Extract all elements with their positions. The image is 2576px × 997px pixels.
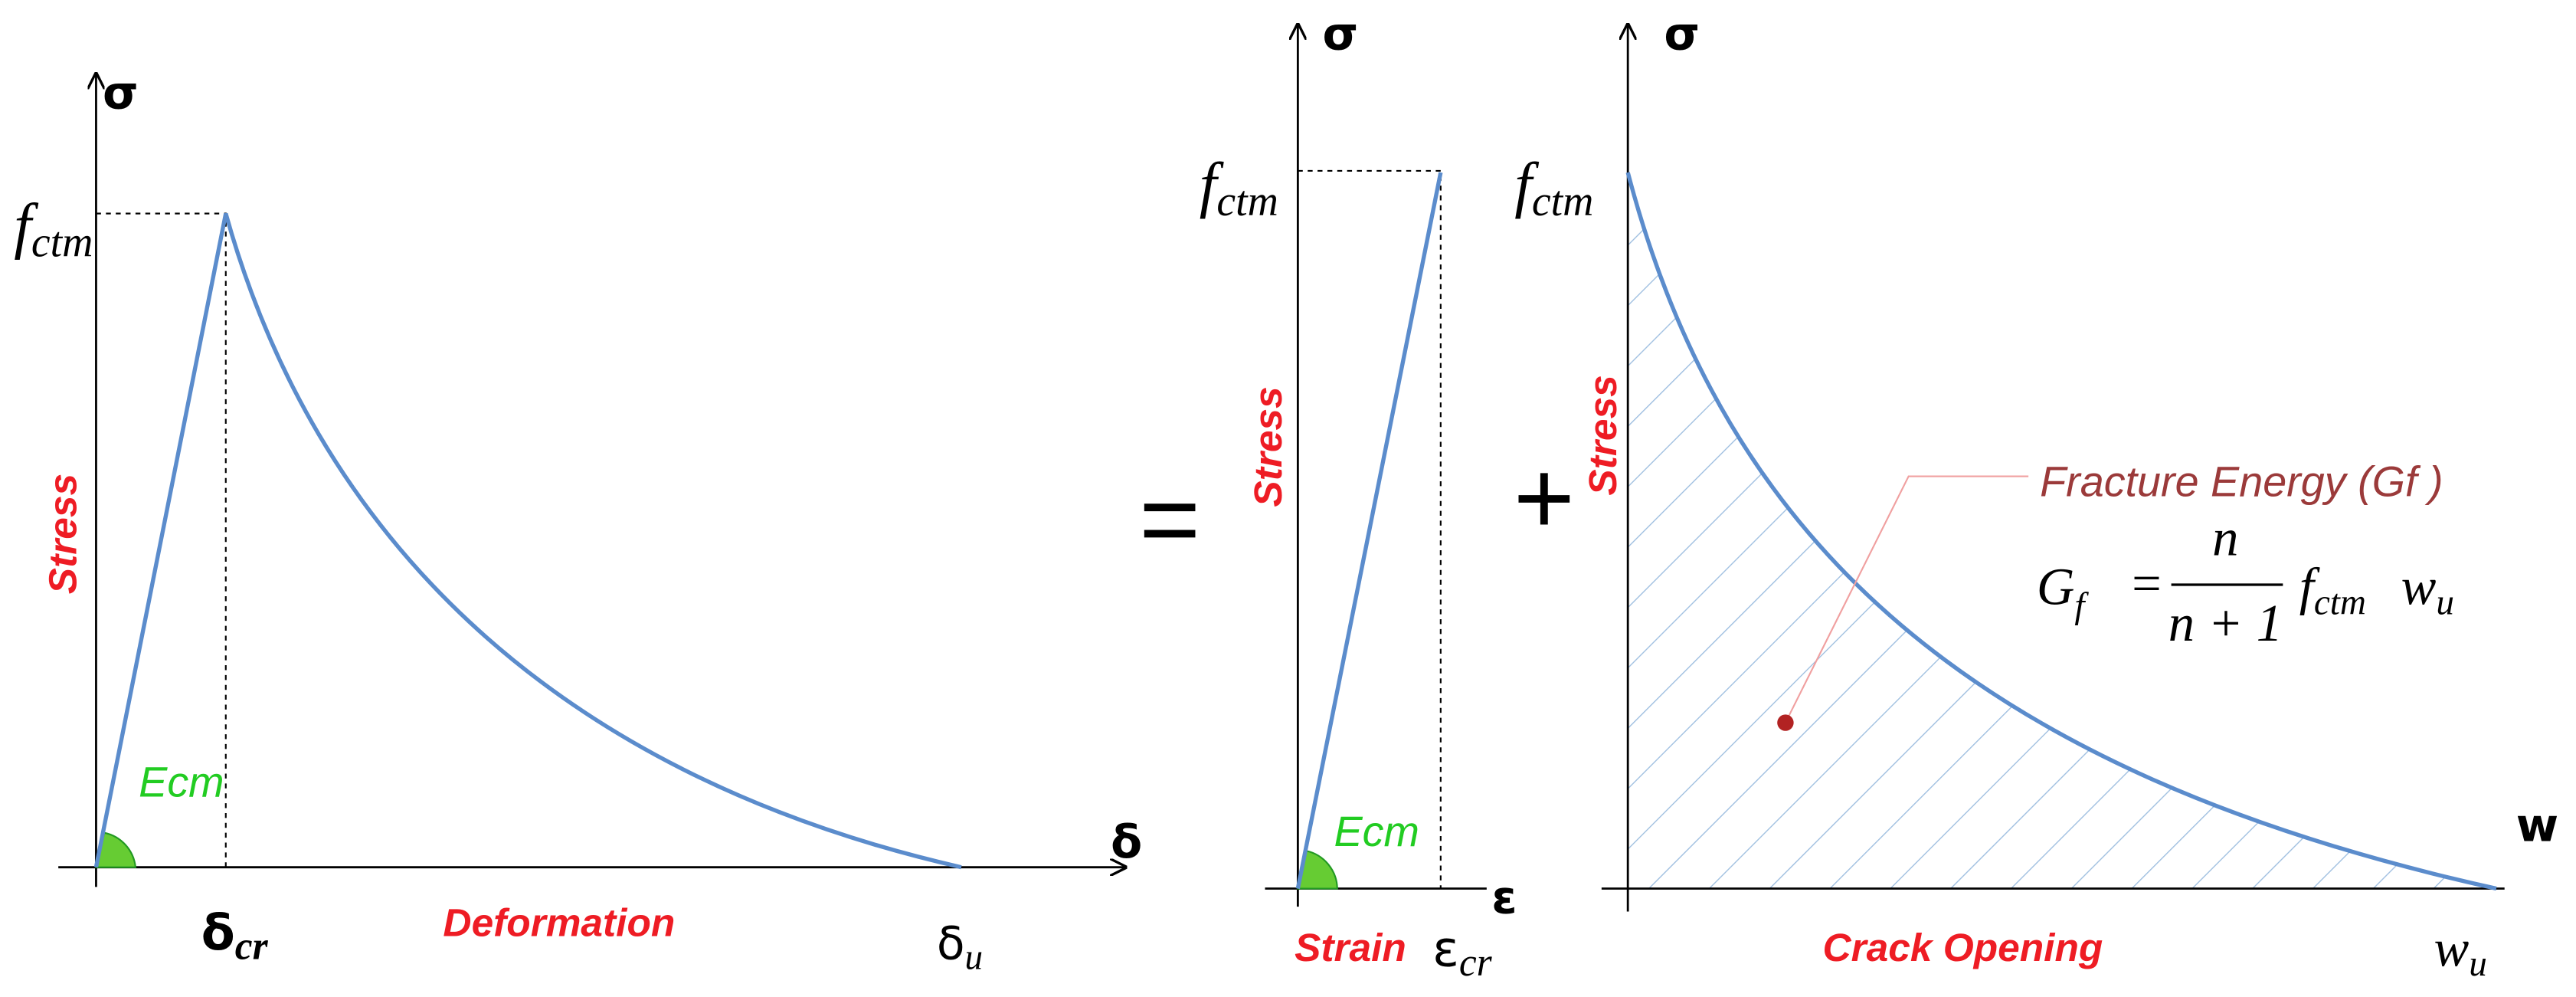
axis-symbol: w: [2516, 799, 2558, 852]
fracture-area: [1628, 172, 2496, 889]
panel-deformation: σ δ fctm Stress Ecm δcr Deformation δu: [14, 66, 1142, 977]
slope-label: Ecm: [1334, 808, 1419, 855]
x-end: wu: [2434, 919, 2487, 984]
y-label: Stress: [1580, 375, 1625, 495]
slope-wedge: [1297, 849, 1338, 890]
formula-den: n + 1: [2168, 594, 2283, 652]
panel-crack: σ w fctm Stress Crack Opening wu Fractur…: [1514, 7, 2558, 984]
y-label: Stress: [41, 474, 85, 594]
axis-symbol: ε: [1491, 871, 1517, 925]
formula-eq: =: [2132, 554, 2162, 612]
stress-curve: [1625, 172, 2497, 891]
axis-symbol: δ: [1111, 815, 1142, 869]
x-mark: εcr: [1432, 920, 1493, 985]
formula-tail: wu: [2401, 558, 2454, 623]
guide-line: [1298, 169, 1442, 889]
x-mark: δcr: [201, 904, 269, 969]
slope-wedge: [95, 831, 137, 868]
axis-symbol: σ: [1323, 7, 1359, 61]
leader-dot: [1777, 714, 1794, 731]
panel-strain: σ ε fctm Stress Ecm Strain εcr: [1200, 7, 1517, 985]
peak-label: fctm: [1514, 149, 1593, 225]
formula: Gf = n n + 1 fctm wu: [2037, 508, 2454, 651]
x-label: Deformation: [443, 900, 675, 945]
peak-label: fctm: [14, 190, 93, 266]
formula-lhs: Gf: [2037, 558, 2090, 626]
slope-label: Ecm: [139, 759, 224, 806]
operator: =: [1139, 461, 1200, 578]
stress-curve: [1295, 172, 1443, 890]
y-label: Stress: [1245, 386, 1290, 507]
formula-num: n: [2212, 508, 2238, 566]
axis-symbol: σ: [1664, 7, 1700, 61]
axis-symbol: σ: [103, 66, 139, 120]
operator: +: [1514, 440, 1575, 557]
x-label: Strain: [1295, 925, 1406, 969]
formula-factor: fctm: [2299, 558, 2366, 623]
annotation-title: Fracture Energy (Gf ): [2040, 458, 2443, 505]
leader-line: [1784, 475, 2029, 723]
stress-curve: [93, 212, 962, 870]
peak-label: fctm: [1200, 149, 1278, 225]
x-end: δu: [937, 917, 983, 978]
x-label: Crack Opening: [1823, 925, 2103, 969]
